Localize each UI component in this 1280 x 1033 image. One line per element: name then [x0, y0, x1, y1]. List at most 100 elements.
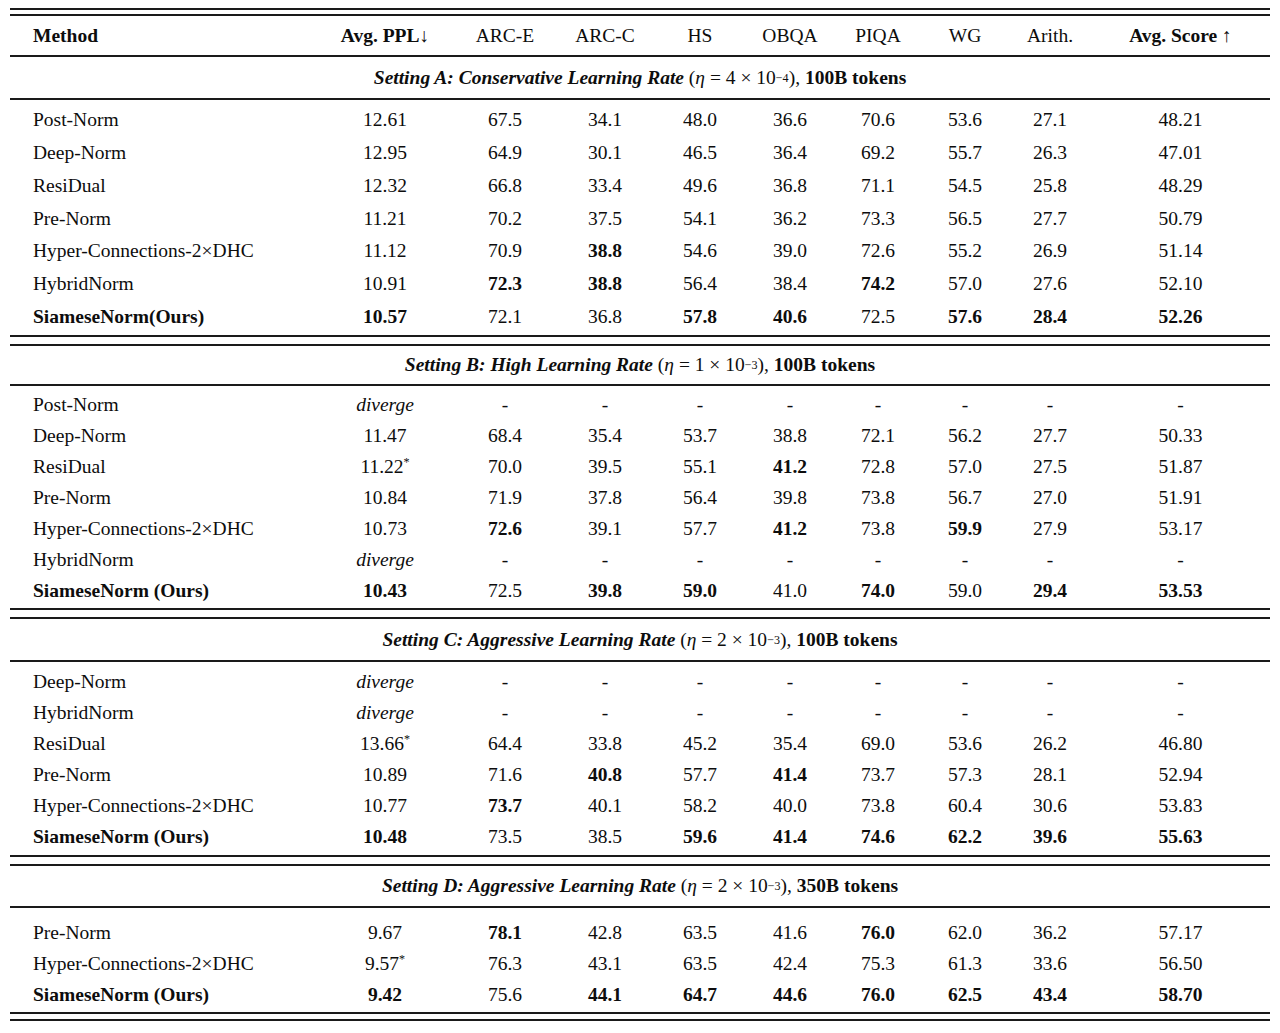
table-row: Pre-Norm9.6778.142.863.541.676.062.036.2… [10, 918, 1270, 949]
value-text: - [697, 394, 704, 415]
asterisk-superscript: * [399, 952, 405, 966]
value-cell: 58.2 [655, 795, 745, 817]
value-text: 73.5 [488, 826, 522, 847]
value-text: diverge [356, 549, 414, 570]
value-text: 40.8 [588, 764, 622, 785]
value-cell: 76.0 [835, 984, 921, 1006]
value-text: 27.6 [1033, 273, 1067, 294]
value-text: 36.2 [773, 208, 807, 229]
value-cell: - [655, 549, 745, 571]
value-cell: - [745, 671, 835, 693]
method-cell: Hyper-Connections-2×DHC [10, 795, 315, 817]
value-text: 72.1 [488, 306, 522, 327]
section-rows-c: Deep-Normdiverge--------HybridNormdiverg… [10, 662, 1270, 855]
value-cell: 43.1 [555, 953, 655, 975]
value-cell: 39.0 [745, 240, 835, 262]
value-cell: 37.5 [555, 208, 655, 230]
value-text: 10.57 [363, 306, 407, 327]
value-cell: 10.57 [315, 306, 455, 328]
value-text: 72.6 [488, 518, 522, 539]
value-cell: 42.4 [745, 953, 835, 975]
math-close: ), [781, 875, 797, 897]
value-text: 43.1 [588, 953, 622, 974]
method-cell: SiameseNorm (Ours) [10, 580, 315, 602]
section-divider [10, 855, 1270, 866]
value-cell: 72.8 [835, 456, 921, 478]
value-cell: - [745, 549, 835, 571]
value-cell: 60.4 [921, 795, 1009, 817]
value-cell: - [835, 702, 921, 724]
column-header-3: ARC-C [555, 25, 655, 47]
value-text: 59.0 [948, 580, 982, 601]
value-cell: 51.91 [1091, 487, 1270, 509]
value-text: 33.6 [1033, 953, 1067, 974]
method-cell: SiameseNorm (Ours) [10, 984, 315, 1006]
value-text: 35.4 [588, 425, 622, 446]
value-text: 26.9 [1033, 240, 1067, 261]
value-cell: 73.7 [835, 764, 921, 786]
math-open: ( [676, 875, 687, 897]
value-cell: 57.17 [1091, 922, 1270, 944]
value-text: 57.6 [948, 306, 982, 327]
value-cell: 78.1 [455, 922, 555, 944]
value-cell: 47.01 [1091, 142, 1270, 164]
value-cell: 56.50 [1091, 953, 1270, 975]
value-text: - [697, 549, 704, 570]
math-open: ( [684, 67, 695, 89]
math-expression: = 1 × 10 [674, 354, 745, 376]
method-cell: Post-Norm [10, 394, 315, 416]
table-row: Deep-Normdiverge-------- [10, 666, 1270, 697]
value-text: 70.9 [488, 240, 522, 261]
value-cell: 27.9 [1009, 518, 1091, 540]
value-cell: 72.6 [455, 518, 555, 540]
math-eta: η [687, 875, 697, 897]
math-eta: η [687, 629, 697, 651]
value-text: 38.8 [588, 240, 622, 261]
value-text: 39.6 [1033, 826, 1067, 847]
value-cell: - [835, 549, 921, 571]
value-text: 67.5 [488, 109, 522, 130]
value-text: 27.7 [1033, 208, 1067, 229]
value-cell: 73.8 [835, 487, 921, 509]
table-row: Pre-Norm10.8971.640.857.741.473.757.328.… [10, 760, 1270, 791]
value-text: 33.4 [588, 175, 622, 196]
value-text: 39.0 [773, 240, 807, 261]
value-cell: 52.94 [1091, 764, 1270, 786]
value-text: 27.5 [1033, 456, 1067, 477]
value-text: 44.6 [773, 984, 807, 1005]
value-cell: 35.4 [745, 733, 835, 755]
value-text: - [697, 702, 704, 723]
value-text: 57.8 [683, 306, 717, 327]
value-text: 11.47 [363, 425, 406, 446]
value-text: 46.80 [1159, 733, 1203, 754]
value-text: 10.73 [363, 518, 407, 539]
table-row: ResiDual11.22*70.039.555.141.272.857.027… [10, 452, 1270, 483]
column-header-9: Avg. Score ↑ [1091, 25, 1270, 47]
value-cell: 9.42 [315, 984, 455, 1006]
method-cell: Deep-Norm [10, 425, 315, 447]
value-cell: 30.6 [1009, 795, 1091, 817]
value-cell: 41.0 [745, 580, 835, 602]
value-cell: 62.0 [921, 922, 1009, 944]
math-close: ), [789, 67, 805, 89]
value-cell: 39.6 [1009, 826, 1091, 848]
value-text: - [962, 671, 969, 692]
rule-line [10, 1019, 1270, 1021]
value-text: 34.1 [588, 109, 622, 130]
value-text: 38.8 [773, 425, 807, 446]
method-cell: ResiDual [10, 456, 315, 478]
value-cell: 70.2 [455, 208, 555, 230]
value-text: 60.4 [948, 795, 982, 816]
value-text: 57.7 [683, 518, 717, 539]
value-text: 12.32 [363, 175, 407, 196]
value-cell: - [921, 702, 1009, 724]
results-table: MethodAvg. PPL↓ARC-EARC-CHSOBQAPIQAWGAri… [10, 8, 1270, 1021]
value-text: 47.01 [1159, 142, 1203, 163]
value-text: 48.21 [1159, 109, 1203, 130]
value-text: - [1177, 702, 1184, 723]
value-cell: - [555, 702, 655, 724]
math-close: ), [780, 629, 796, 651]
value-text: 61.3 [948, 953, 982, 974]
value-text: 9.57 [365, 953, 399, 974]
section-title-a: Setting A: Conservative Learning Rate (η… [10, 57, 1270, 98]
